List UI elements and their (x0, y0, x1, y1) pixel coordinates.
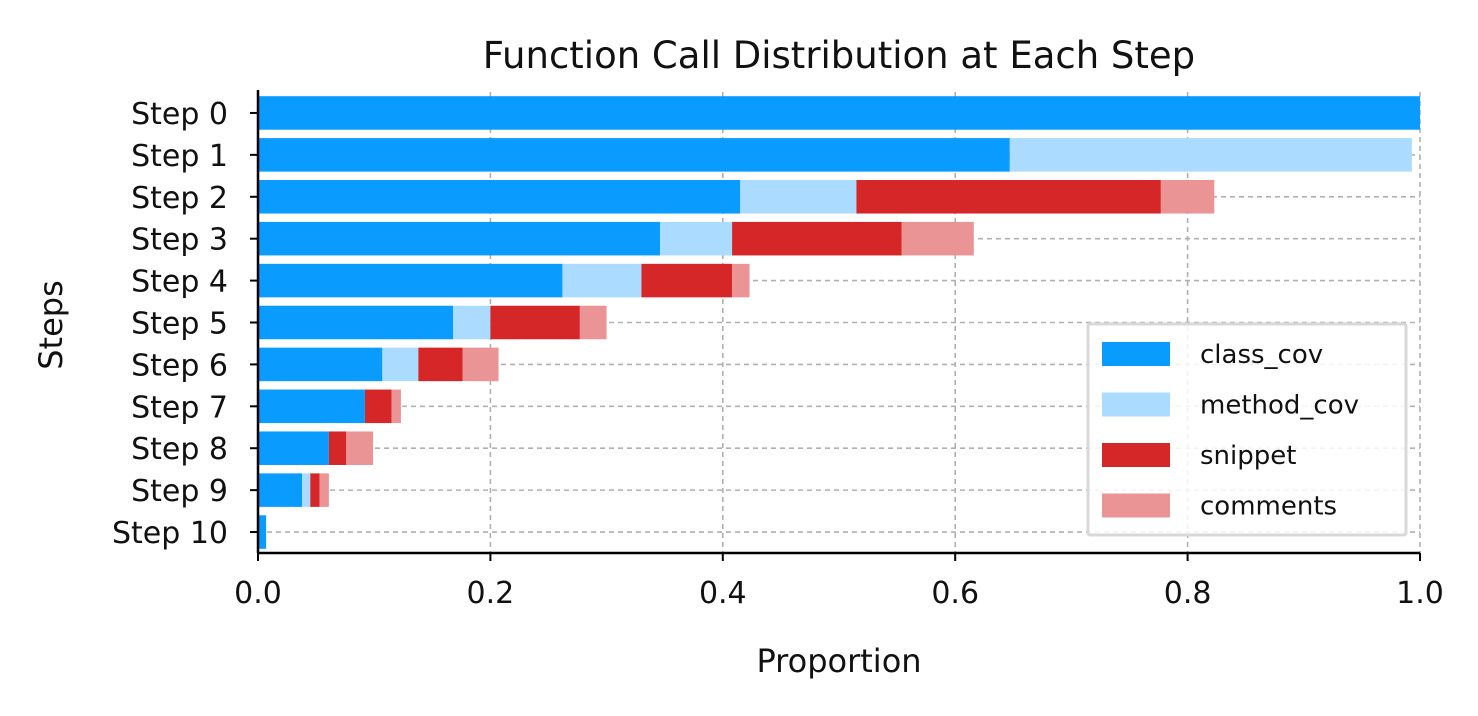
bar-segment-snippet (732, 221, 902, 256)
bar-segment-class-cov (258, 180, 741, 214)
bar-segment-method-cov (453, 305, 491, 340)
bar-segment-method-cov (660, 221, 733, 256)
bar-segment-snippet (328, 431, 347, 465)
legend-label: snippet (1200, 441, 1296, 471)
x-axis-label: Proportion (756, 642, 921, 680)
bar-segment-method-cov (1009, 138, 1412, 172)
y-tick-label: Step 6 (131, 348, 228, 383)
x-tick-label: 0.6 (931, 576, 979, 611)
bar-segment-method-cov (302, 473, 311, 507)
bar-segment-comments (732, 263, 750, 298)
bar-segment-class-cov (258, 263, 563, 298)
tick-labels: 0.0 0.2 0.4 0.6 0.8 1.0 Step 0 Step 1 Step 2 Step… (112, 97, 1444, 611)
bar-segment-snippet (310, 473, 320, 507)
bar-segment-comments (346, 431, 374, 465)
y-tick-label: Step 5 (131, 307, 228, 342)
x-tick-label: 0.8 (1164, 576, 1212, 611)
y-tick-label: Step 7 (131, 390, 228, 425)
bar-segment-class-cov (258, 347, 383, 382)
x-tick-label: 0.4 (699, 576, 747, 611)
bar-segment-comments (462, 347, 499, 382)
legend-swatch (1102, 342, 1170, 366)
y-tick-label: Step 3 (131, 223, 228, 258)
bar-segment-comments (579, 305, 607, 340)
y-tick-label: Step 8 (131, 432, 228, 467)
legend-swatch (1102, 392, 1170, 417)
y-tick-label: Step 0 (131, 97, 228, 132)
bar-segment-comments (1160, 180, 1215, 214)
chart-title: Function Call Distribution at Each Step (483, 34, 1195, 77)
bar-segment-class-cov (258, 96, 1420, 130)
bar-segment-class-cov (258, 473, 303, 507)
legend-label: comments (1200, 492, 1337, 522)
legend-swatch (1102, 493, 1170, 518)
y-tick-label: Step 9 (131, 474, 228, 509)
y-tick-label: Step 1 (131, 139, 228, 174)
bar-stack-area (258, 96, 1420, 549)
y-tick-label: Step 2 (131, 181, 228, 216)
legend-label: method_cov (1200, 391, 1359, 421)
bar-segment-comments (391, 389, 401, 424)
legend-box (1086, 322, 1408, 537)
y-axis-label: Steps (32, 280, 70, 370)
bar-segment-class-cov (258, 389, 365, 424)
bar-segment-method-cov (562, 263, 642, 298)
bar-segment-comments (901, 221, 974, 256)
bar-segment-class-cov (258, 305, 454, 340)
bar-segment-class-cov (258, 221, 661, 256)
x-tick-label: 0.2 (467, 576, 515, 611)
bar-segment-snippet (641, 263, 733, 298)
bar-segment-method-cov (740, 180, 857, 214)
x-tick-label: 0.0 (234, 576, 282, 611)
bar-segment-class-cov (258, 138, 1010, 172)
bar-segment-method-cov (382, 347, 419, 382)
bar-segment-snippet (490, 305, 580, 340)
bar-segment-class-cov (258, 431, 329, 465)
legend-swatch (1102, 443, 1170, 467)
y-tick-label: Step 4 (131, 265, 228, 300)
x-tick-label: 1.0 (1396, 576, 1444, 611)
bar-segment-comments (319, 473, 329, 507)
legend-label: class_cov (1200, 340, 1323, 370)
bar-segment-snippet (856, 180, 1161, 214)
bar-segment-snippet (364, 389, 392, 424)
bar-segment-class-cov (258, 515, 267, 549)
bar-segment-snippet (418, 347, 463, 382)
y-tick-label: Step 10 (112, 516, 228, 551)
